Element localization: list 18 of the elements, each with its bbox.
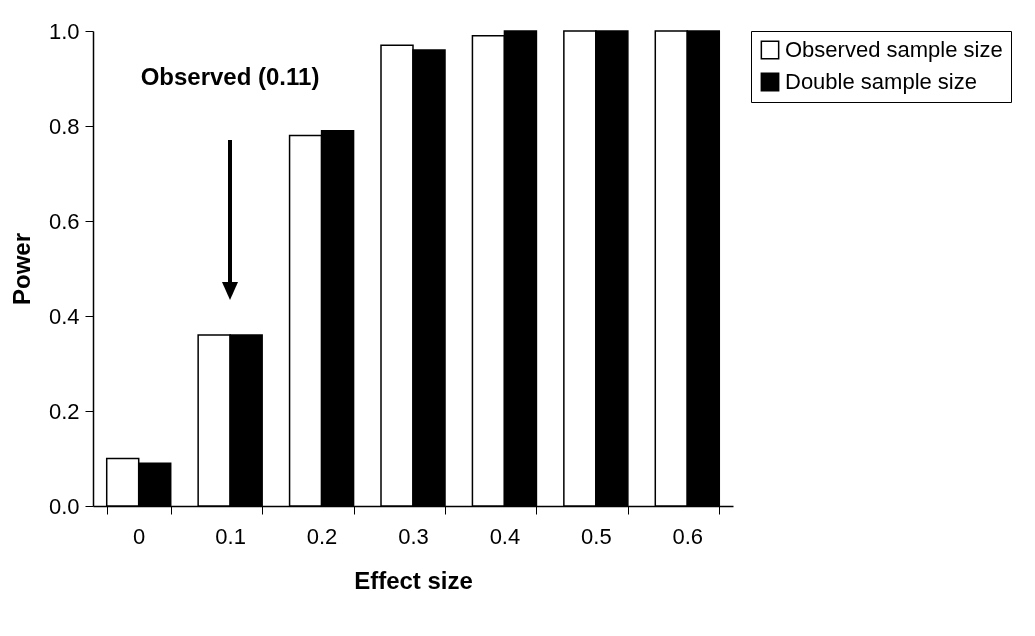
legend-label: Double sample size [785, 69, 977, 94]
legend-label: Observed sample size [785, 37, 1003, 62]
x-tick-label: 0.2 [306, 523, 338, 549]
x-tick-label: 0.5 [581, 523, 612, 549]
annotation: Observed (0.11) [140, 63, 320, 90]
y-tick-label: 0.0 [48, 493, 80, 519]
x-tick-label: 0.4 [489, 523, 521, 549]
y-tick-label: 0.8 [48, 113, 80, 139]
x-tick-label: 0 [133, 523, 146, 549]
y-tick-label: 0.4 [48, 303, 80, 329]
y-axis-title: Power [7, 232, 35, 306]
x-tick-label: 0.6 [672, 523, 704, 549]
y-tick-label: 1.0 [48, 18, 80, 44]
y-tick-label: 0.6 [48, 208, 80, 234]
x-axis-title: Effect size [354, 566, 473, 594]
x-tick-label: 0.3 [398, 523, 429, 549]
y-tick-label: 0.2 [48, 398, 80, 424]
x-tick-label: 0.1 [215, 523, 246, 549]
